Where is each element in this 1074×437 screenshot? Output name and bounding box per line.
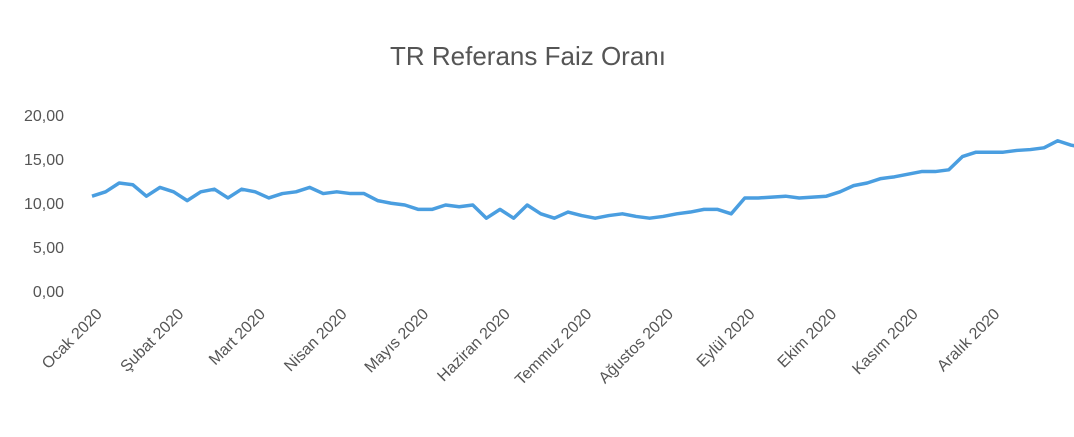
y-tick-label: 5,00 bbox=[33, 240, 64, 257]
x-tick-label: Şubat 2020 bbox=[118, 306, 188, 376]
x-tick-label: Nisan 2020 bbox=[281, 306, 350, 375]
y-tick-label: 15,00 bbox=[24, 152, 64, 169]
x-tick-label: Aralık 2020 bbox=[934, 306, 1003, 375]
x-tick-label: Eylül 2020 bbox=[694, 306, 759, 371]
y-tick-label: 0,00 bbox=[33, 284, 64, 301]
x-tick-label: Mayıs 2020 bbox=[362, 306, 433, 377]
x-tick-label: Haziran 2020 bbox=[434, 306, 513, 385]
x-tick-label: Ekim 2020 bbox=[775, 306, 841, 372]
x-tick-label: Temmuz 2020 bbox=[512, 306, 595, 389]
chart-title: TR Referans Faiz Oranı bbox=[390, 41, 666, 71]
y-tick-label: 10,00 bbox=[24, 196, 64, 213]
x-tick-label: Mart 2020 bbox=[206, 306, 269, 369]
x-tick-label: Ağustos 2020 bbox=[596, 306, 677, 387]
x-tick-label: Ocak 2020 bbox=[39, 306, 106, 373]
x-tick-label: Kasım 2020 bbox=[849, 306, 921, 378]
line bbox=[91, 139, 1074, 220]
y-tick-label: 20,00 bbox=[24, 108, 64, 125]
